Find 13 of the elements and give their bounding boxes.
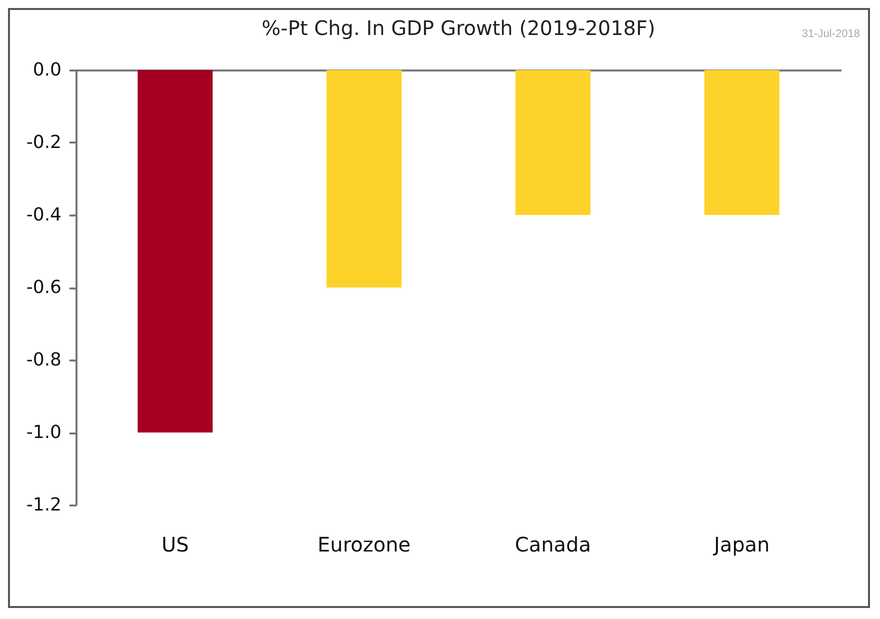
x-tick-label: US bbox=[161, 532, 189, 556]
x-tick-label: Canada bbox=[514, 532, 591, 556]
y-tick-label: -1.2 bbox=[26, 494, 62, 516]
y-tick-label: -0.2 bbox=[26, 132, 62, 153]
y-tick-label: -0.8 bbox=[26, 350, 62, 370]
y-tick-label: -0.6 bbox=[26, 277, 62, 298]
y-tick-label: -1.0 bbox=[26, 422, 62, 443]
x-tick-label: Eurozone bbox=[318, 532, 411, 556]
text: 31-Jul-2018 bbox=[802, 28, 860, 40]
x-tick-label: Japan bbox=[712, 532, 770, 556]
chart-title: %-Pt Chg. In GDP Growth (2019-2018F) bbox=[262, 16, 656, 40]
y-tick-label: 0.0 bbox=[32, 60, 62, 80]
y-tick-label: -0.4 bbox=[26, 204, 62, 226]
